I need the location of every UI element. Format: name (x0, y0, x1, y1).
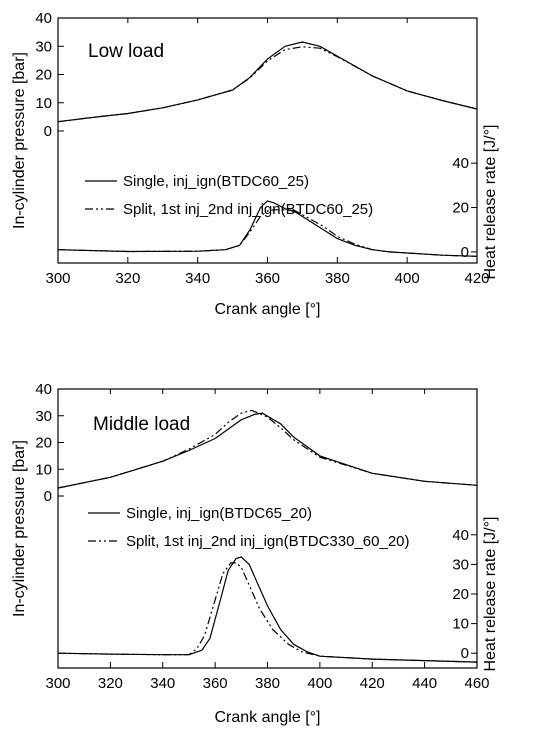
y2-axis-label: Heat release rate [J/°] (482, 517, 499, 672)
x-tick-label: 460 (464, 675, 489, 692)
x-tick-label: 440 (412, 675, 437, 692)
x-tick-label: 320 (115, 270, 140, 287)
x-tick-label: 340 (185, 270, 210, 287)
y2-axis-label: Heat release rate [J/°] (482, 125, 499, 280)
x-tick-label: 300 (45, 675, 70, 692)
y-axis-label: In-cylinder pressure [bar] (11, 52, 28, 229)
x-tick-label: 400 (307, 675, 332, 692)
y2-tick-label: 40 (452, 155, 469, 172)
y2-tick-label: 30 (452, 556, 469, 573)
y-axis-label: In-cylinder pressure [bar] (11, 440, 28, 617)
y-tick-label: 20 (35, 435, 52, 452)
x-axis-label: Crank angle [°] (214, 709, 320, 726)
y-tick-label: 20 (35, 67, 52, 84)
x-tick-label: 400 (395, 270, 420, 287)
series-line-pressure-split (57, 46, 478, 123)
x-tick-label: 320 (98, 675, 123, 692)
x-tick-label: 420 (464, 270, 489, 287)
x-tick-label: 340 (150, 675, 175, 692)
y-tick-label: 40 (35, 381, 52, 398)
legend-entry: Split, 1st inj_2nd inj_ign(BTDC330_60_20… (126, 533, 410, 550)
y-tick-label: 30 (35, 408, 52, 425)
x-axis-label: Crank angle [°] (214, 301, 320, 318)
y2-tick-label: 40 (452, 527, 469, 544)
series-line-heat_release-split (57, 209, 478, 257)
x-tick-label: 380 (325, 270, 350, 287)
legend-entry: Single, inj_ign(BTDC60_25) (123, 173, 309, 190)
legend-entry: Split, 1st inj_2nd inj_ign(BTDC60_25) (123, 201, 373, 218)
series-line-heat_release-single (57, 556, 478, 663)
x-tick-label: 420 (360, 675, 385, 692)
y-tick-label: 0 (44, 123, 52, 140)
series-line-heat_release-split (57, 562, 478, 663)
x-tick-label: 300 (45, 270, 70, 287)
y2-tick-label: 20 (452, 200, 469, 217)
chart-panel-2: 300 320 340 360 380 400 420 440 4600102030400102… (11, 381, 499, 726)
load-annotation: Low load (88, 41, 164, 62)
y-tick-label: 30 (35, 38, 52, 55)
load-annotation: Middle load (93, 414, 190, 435)
series-line-pressure-split (57, 409, 478, 489)
y-tick-label: 0 (44, 488, 52, 505)
x-tick-label: 360 (255, 270, 280, 287)
x-tick-label: 380 (255, 675, 280, 692)
y-tick-label: 40 (35, 10, 52, 27)
y2-tick-label: 20 (452, 586, 469, 603)
chart-panel-1: 300 320 340 360 380 400 42001020304002040Crank… (11, 10, 499, 318)
x-tick-label: 360 (203, 675, 228, 692)
y-tick-label: 10 (35, 461, 52, 478)
y2-tick-label: 0 (461, 244, 469, 261)
y2-tick-label: 0 (461, 645, 469, 662)
y-tick-label: 10 (35, 95, 52, 112)
y2-tick-label: 10 (452, 616, 469, 633)
legend-entry: Single, inj_ign(BTDC65_20) (126, 505, 312, 522)
